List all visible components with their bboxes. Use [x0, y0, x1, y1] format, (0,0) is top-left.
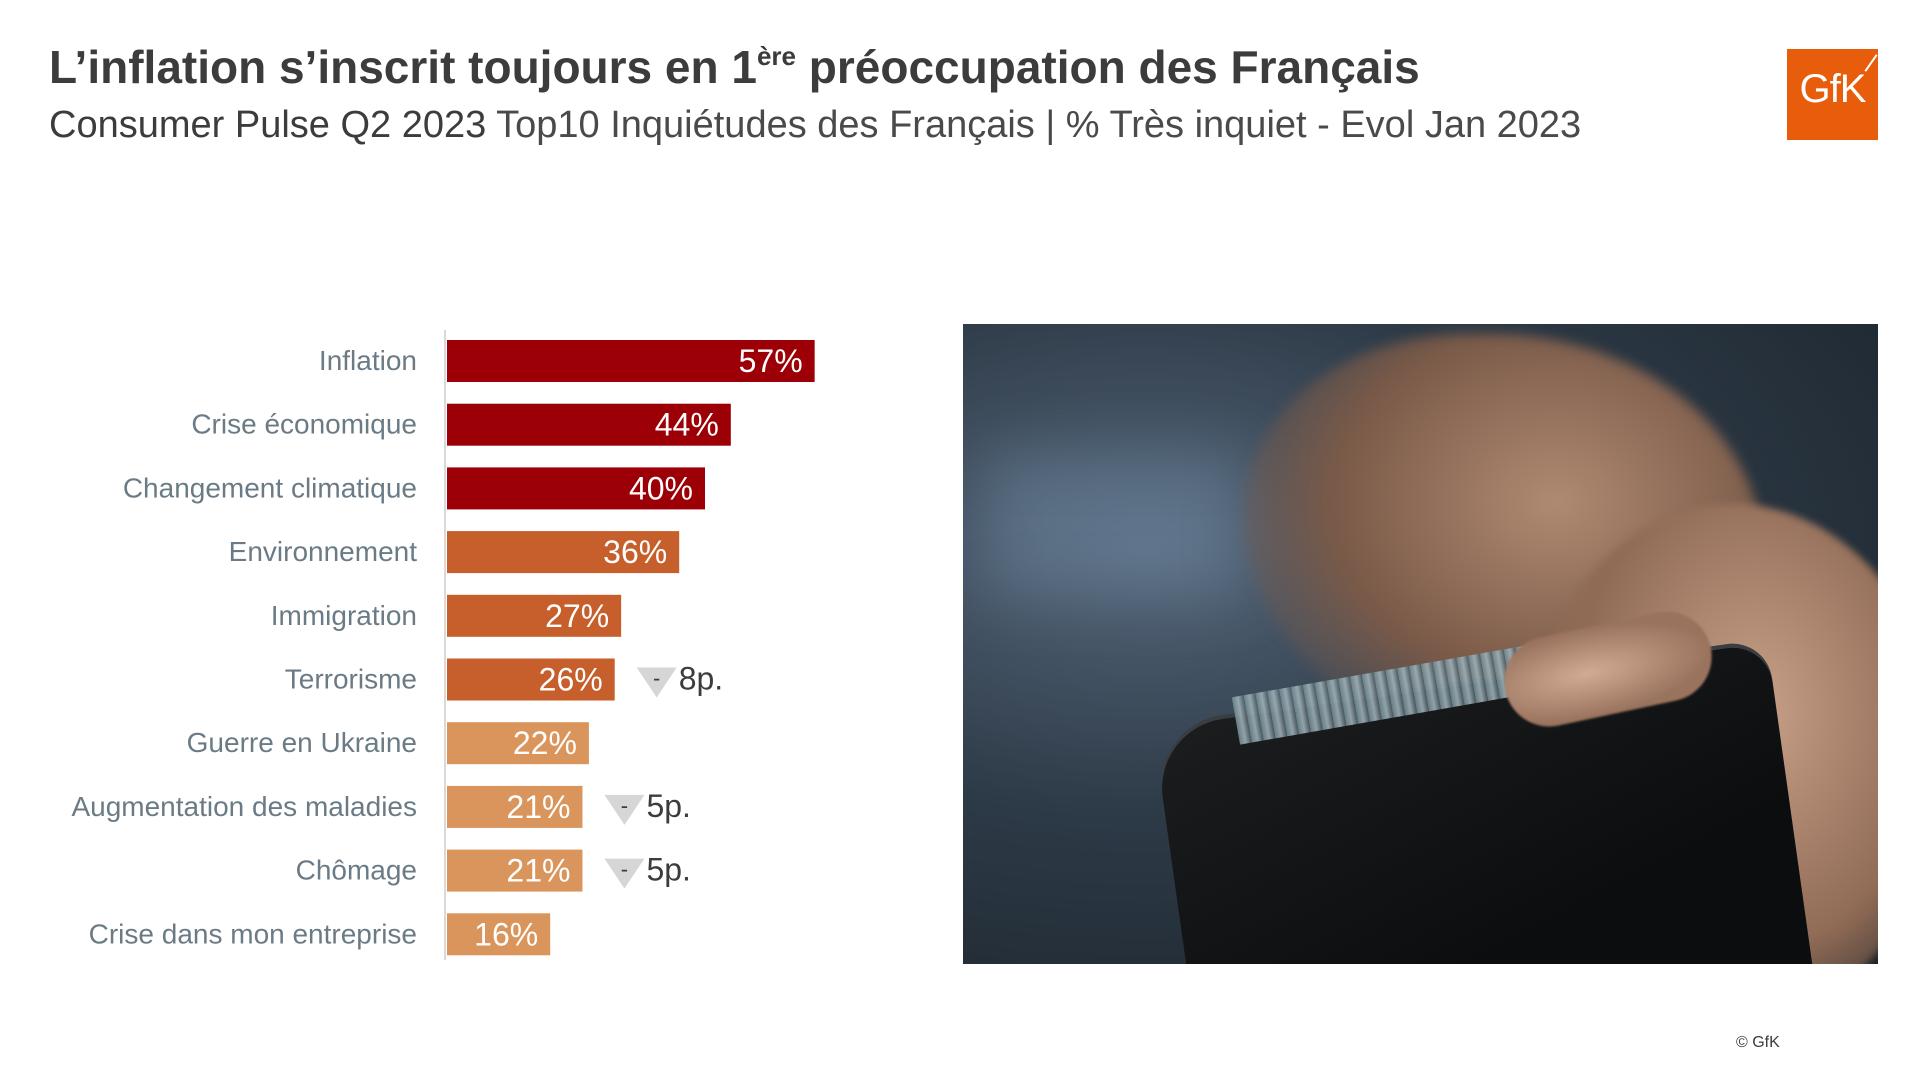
evolution-down-triangle-augmentation-des-maladies [604, 794, 645, 825]
page-subtitle: Consumer Pulse Q2 2023 Top10 Inquiétudes… [49, 104, 1581, 147]
evolution-value-terrorisme: 8p. [679, 661, 723, 697]
category-label-crise-economique: Crise économique [191, 409, 417, 440]
category-label-immigration: Immigration [271, 600, 417, 631]
value-label-environnement: 36% [603, 534, 667, 570]
page-title: L’inflation s’inscrit toujours en 1ère p… [49, 40, 1420, 94]
value-label-immigration: 27% [545, 598, 609, 634]
category-label-terrorisme: Terrorisme [285, 664, 417, 695]
category-label-environnement: Environnement [229, 536, 418, 567]
category-label-guerre-en-ukraine: Guerre en Ukraine [187, 727, 417, 758]
value-label-inflation: 57% [739, 343, 803, 379]
bar-guerre-en-ukraine [447, 722, 589, 765]
value-label-crise-dans-mon-entreprise: 16% [474, 916, 538, 952]
title-main: L’inflation s’inscrit toujours en 1 [49, 41, 757, 93]
bar-environnement [447, 531, 680, 574]
title-superscript: ère [756, 41, 797, 71]
bar-chart: Inflation 57% Crise économique 44% Changemen… [71, 330, 815, 960]
evolution-down-triangle-terrorisme [636, 667, 677, 698]
bar-crise-economique [447, 403, 731, 446]
subtitle-strong: Consumer Pulse Q2 2023 [49, 104, 487, 146]
bar-immigration [447, 594, 622, 637]
subtitle-rest: Top10 Inquiétudes des Français | % Très … [486, 104, 1582, 146]
evolution-down-triangle-chomage [604, 858, 645, 889]
value-label-augmentation-des-maladies: 21% [506, 789, 570, 825]
value-label-crise-economique: 44% [655, 407, 719, 443]
gfk-logo: GfK [1787, 49, 1878, 140]
category-label-crise-dans-mon-entreprise: Crise dans mon entreprise [89, 918, 417, 949]
evolution-sign-terrorisme: - [653, 666, 660, 691]
category-label-inflation: Inflation [319, 345, 417, 376]
category-label-chomage: Chômage [296, 855, 417, 886]
value-label-guerre-en-ukraine: 22% [513, 725, 577, 761]
bar-augmentation-des-maladies [447, 785, 583, 828]
bar-crise-dans-mon-entreprise [447, 913, 551, 956]
evolution-sign-chomage: - [621, 857, 628, 882]
evolution-value-augmentation-des-maladies: 5p. [646, 788, 690, 824]
bar-inflation [447, 340, 815, 382]
evolution-sign-augmentation-des-maladies: - [621, 793, 628, 818]
value-label-changement-climatique: 40% [629, 470, 693, 506]
category-label-augmentation-des-maladies: Augmentation des maladies [71, 791, 417, 822]
value-label-chomage: 21% [506, 853, 570, 889]
bar-terrorisme [447, 658, 615, 701]
gfk-logo-text: GfK [1799, 67, 1867, 111]
bar-chomage [447, 849, 583, 892]
bar-changement-climatique [447, 467, 705, 510]
wallet-photo [963, 324, 1878, 964]
category-label-changement-climatique: Changement climatique [123, 472, 417, 503]
copyright-text: © GfK [1736, 1034, 1780, 1051]
value-label-terrorisme: 26% [539, 662, 603, 698]
evolution-value-chomage: 5p. [646, 852, 690, 888]
title-rest: préoccupation des Français [796, 41, 1420, 93]
